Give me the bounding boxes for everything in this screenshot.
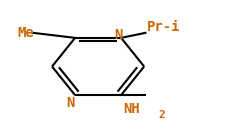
Text: 2: 2 xyxy=(158,110,165,120)
Text: Pr-i: Pr-i xyxy=(146,20,180,34)
Text: N: N xyxy=(114,28,123,42)
Text: Me: Me xyxy=(17,26,34,40)
Text: N: N xyxy=(66,96,74,110)
Text: NH: NH xyxy=(123,102,140,117)
